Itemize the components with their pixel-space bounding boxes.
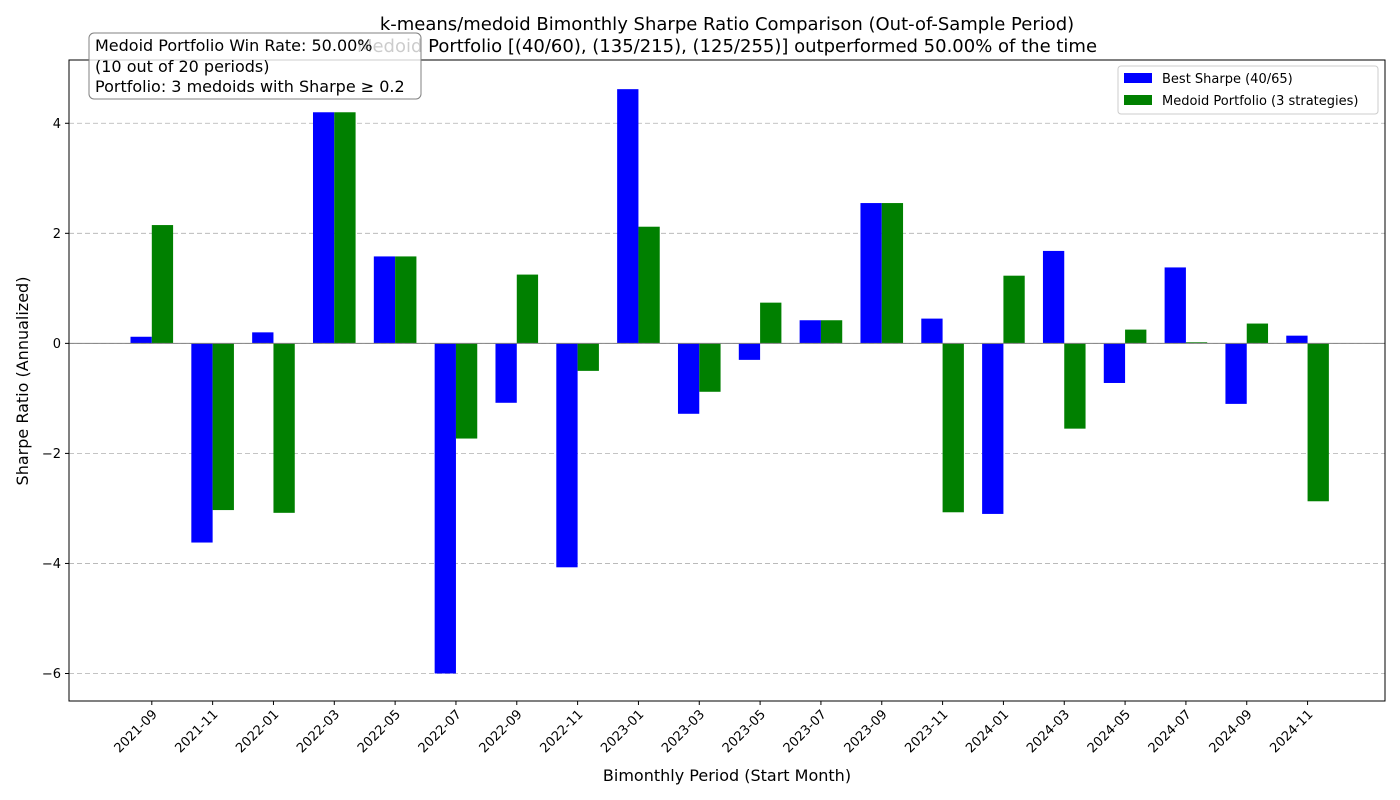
legend-label-best-sharpe: Best Sharpe (40/65): [1162, 72, 1293, 87]
bar-best-sharpe-2022-03: [312, 112, 335, 344]
bar-medoid-portfolio-2022-11: [577, 343, 599, 371]
y-tick-label: 0: [53, 337, 61, 352]
bar-medoid-portfolio-2022-09: [516, 274, 539, 344]
bar-medoid-portfolio-2021-11: [212, 343, 234, 511]
info-box: Medoid Portfolio Win Rate: 50.00% (10 ou…: [88, 32, 422, 100]
y-tick-label: 4: [53, 117, 61, 132]
bar-medoid-portfolio-2024-11: [1307, 343, 1329, 502]
bar-best-sharpe-2023-01: [617, 89, 639, 344]
bar-best-sharpe-2024-01: [982, 343, 1004, 514]
bar-medoid-portfolio-2024-05: [1125, 329, 1147, 344]
y-tick-label: −6: [42, 667, 61, 682]
bar-medoid-portfolio-2023-09: [881, 203, 904, 344]
bar-medoid-portfolio-2023-03: [699, 343, 721, 392]
bar-medoid-portfolio-2022-01: [273, 343, 295, 513]
info-portfolio-desc: Portfolio: 3 medoids with Sharpe ≥ 0.2: [95, 77, 405, 96]
bar-best-sharpe-2023-03: [677, 343, 700, 414]
bar-best-sharpe-2022-01: [252, 332, 274, 344]
bar-best-sharpe-2024-05: [1103, 343, 1126, 383]
chart-title-line1: k-means/medoid Bimonthly Sharpe Ratio Co…: [380, 14, 1074, 35]
y-tick-label: −2: [42, 447, 61, 462]
bar-medoid-portfolio-2022-03: [334, 112, 356, 344]
legend-label-medoid-portfolio: Medoid Portfolio (3 strategies): [1162, 94, 1359, 109]
info-period-count: (10 out of 20 periods): [95, 57, 269, 76]
info-win-rate: Medoid Portfolio Win Rate: 50.00%: [95, 36, 373, 55]
bar-best-sharpe-2023-07: [799, 320, 821, 344]
bar-best-sharpe-2024-07: [1164, 267, 1186, 344]
bar-medoid-portfolio-2024-07: [1185, 342, 1208, 344]
plot-frame: [68, 59, 1386, 702]
bar-medoid-portfolio-2022-05: [395, 256, 417, 344]
info-box-frame: [88, 32, 422, 100]
legend: Best Sharpe (40/65) Medoid Portfolio (3 …: [1117, 65, 1379, 115]
x-axis-label: Bimonthly Period (Start Month): [603, 766, 851, 785]
bar-best-sharpe-2022-11: [556, 343, 578, 568]
bar-best-sharpe-2022-07: [434, 343, 456, 674]
bar-best-sharpe-2023-05: [738, 343, 761, 360]
y-tick-label: 2: [53, 227, 61, 242]
bar-best-sharpe-2023-11: [921, 318, 943, 344]
bar-best-sharpe-2024-09: [1225, 343, 1247, 404]
bar-best-sharpe-2022-09: [495, 343, 517, 403]
y-axis-label: Sharpe Ratio (Annualized): [13, 277, 32, 486]
bar-best-sharpe-2021-11: [191, 343, 213, 543]
bar-medoid-portfolio-2023-11: [942, 343, 964, 513]
legend-swatch-medoid-portfolio: [1124, 95, 1152, 105]
y-tick-label: −4: [42, 557, 61, 572]
legend-swatch-best-sharpe: [1124, 73, 1152, 83]
bars-layer: [130, 89, 1329, 674]
bar-best-sharpe-2024-03: [1042, 250, 1065, 344]
bar-medoid-portfolio-2023-07: [820, 320, 843, 344]
bar-medoid-portfolio-2023-01: [638, 226, 660, 344]
bar-best-sharpe-2023-09: [860, 203, 882, 344]
bar-medoid-portfolio-2024-03: [1064, 343, 1086, 429]
bar-medoid-portfolio-2024-01: [1003, 275, 1025, 344]
bar-medoid-portfolio-2023-05: [760, 302, 782, 344]
bar-best-sharpe-2021-09: [130, 336, 152, 344]
bar-medoid-portfolio-2024-09: [1246, 323, 1269, 344]
bar-best-sharpe-2022-05: [373, 256, 396, 344]
legend-frame: [1117, 65, 1379, 115]
bar-medoid-portfolio-2021-09: [151, 225, 174, 344]
bar-medoid-portfolio-2022-07: [455, 343, 478, 439]
chart-title-line2: Medoid Portfolio [(40/60), (135/215), (1…: [357, 36, 1097, 57]
bar-best-sharpe-2024-11: [1286, 335, 1308, 344]
